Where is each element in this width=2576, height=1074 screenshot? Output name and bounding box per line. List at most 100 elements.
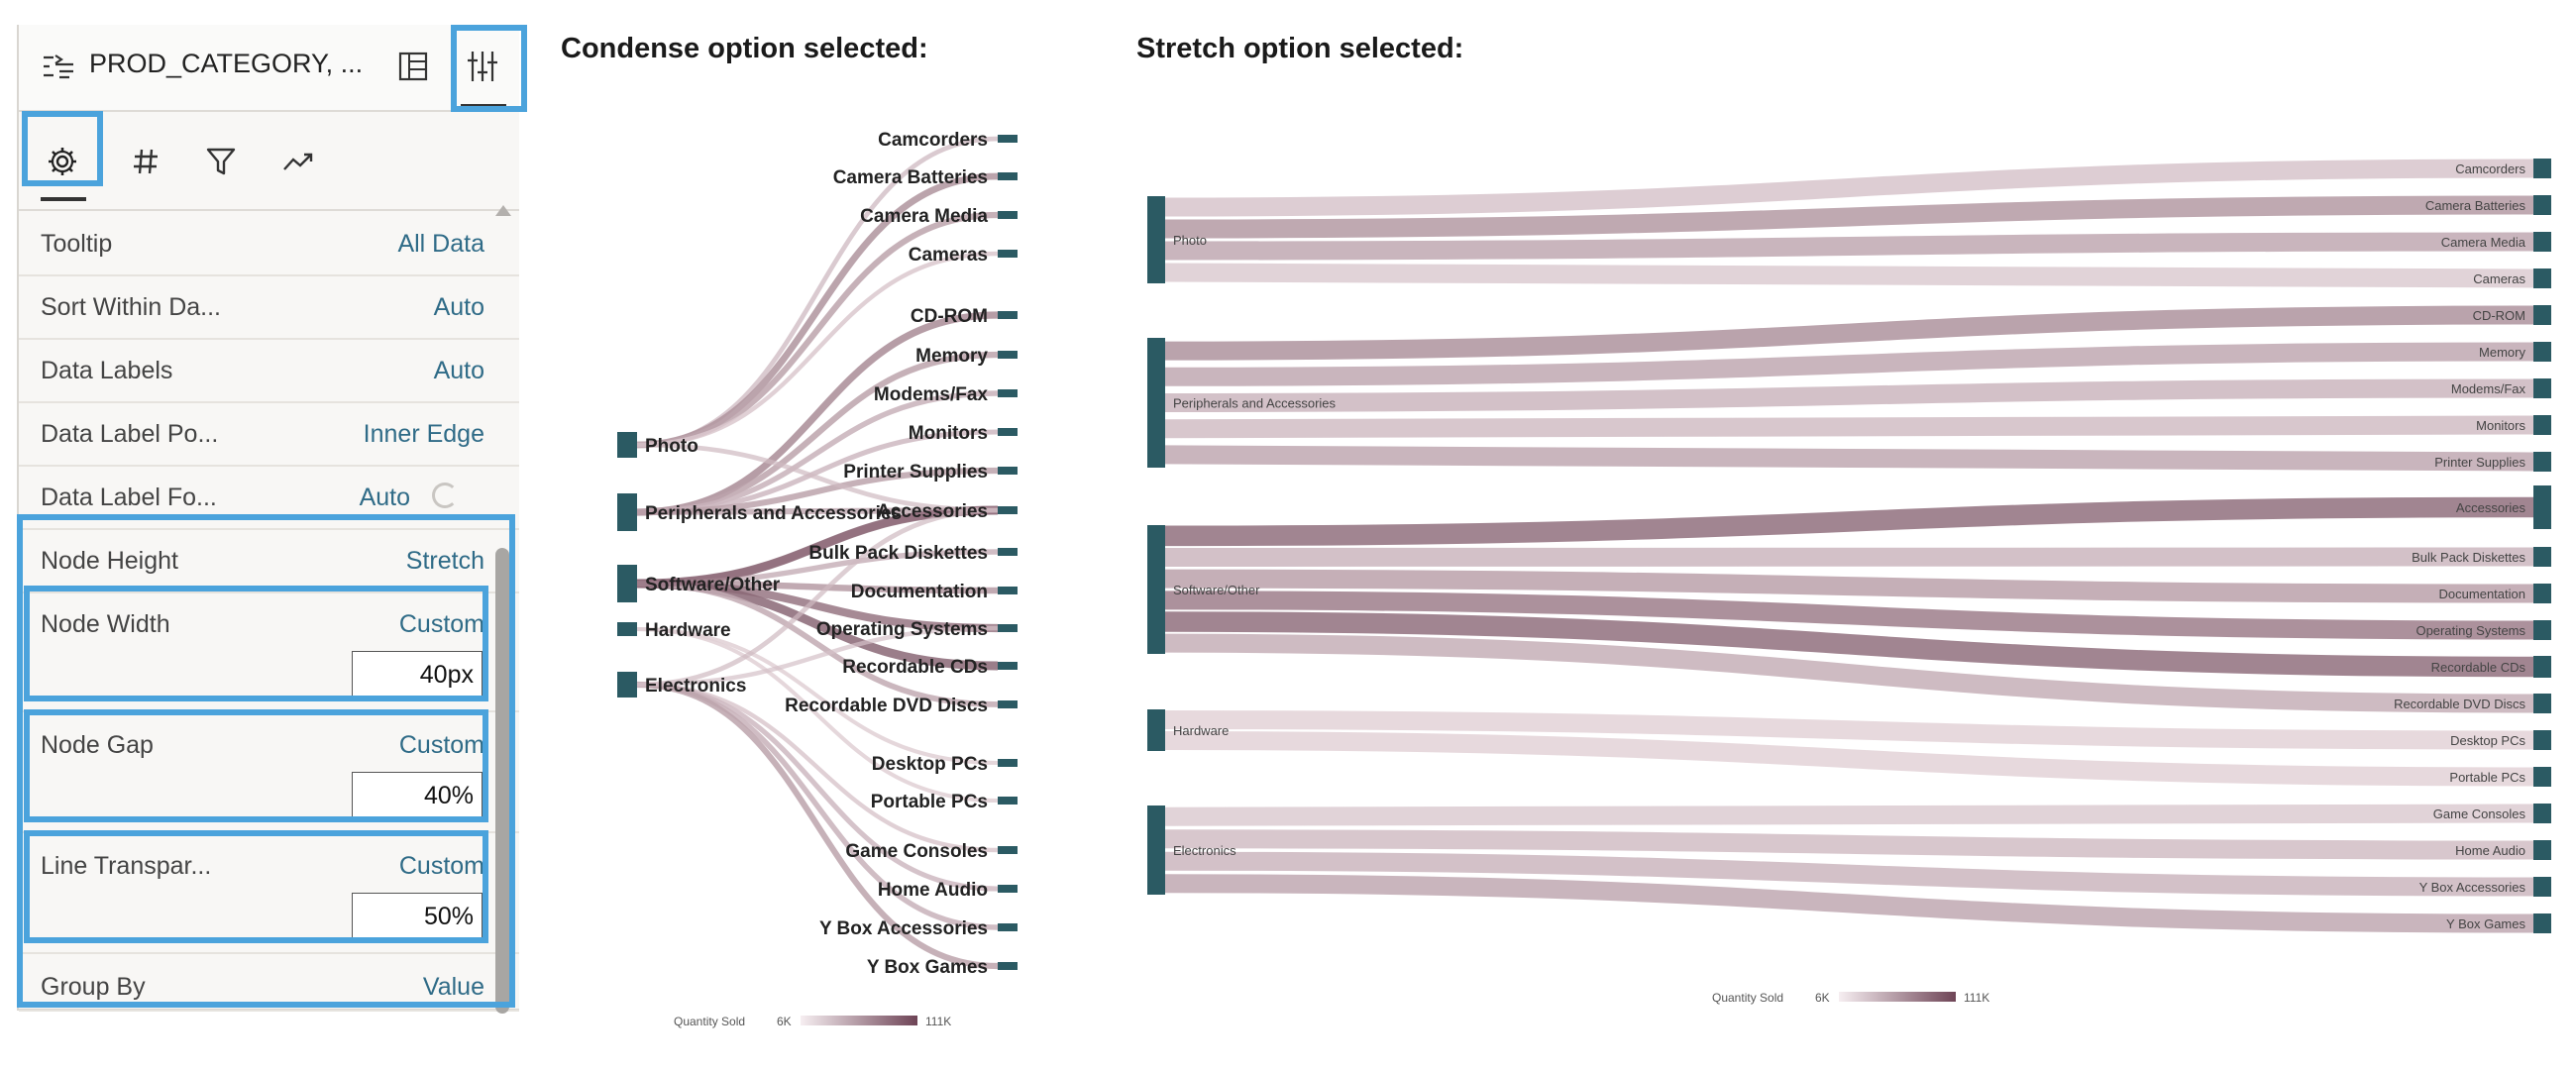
condense-target-node[interactable] bbox=[998, 759, 1018, 767]
scroll-up-arrow[interactable] bbox=[495, 205, 511, 216]
condense-target-node[interactable] bbox=[998, 389, 1018, 397]
property-row[interactable]: Sort Within Da... Auto bbox=[19, 276, 519, 340]
stretch-target-node[interactable] bbox=[2533, 877, 2551, 897]
condense-target-node[interactable] bbox=[998, 506, 1018, 514]
legend-gradient bbox=[1839, 992, 1956, 1002]
condense-source-node[interactable] bbox=[617, 622, 637, 636]
stretch-target-label: Portable PCs bbox=[2449, 770, 2525, 785]
condense-target-node[interactable] bbox=[998, 587, 1018, 594]
condense-target-node[interactable] bbox=[998, 846, 1018, 854]
condense-link bbox=[636, 442, 999, 513]
stretch-target-node[interactable] bbox=[2533, 452, 2551, 472]
stretch-source-node[interactable] bbox=[1147, 525, 1165, 654]
stretch-target-node[interactable] bbox=[2533, 694, 2551, 713]
condense-source-node[interactable] bbox=[617, 493, 637, 531]
stretch-target-node[interactable] bbox=[2533, 804, 2551, 823]
layout-icon[interactable] bbox=[393, 47, 433, 86]
trend-icon[interactable] bbox=[276, 140, 320, 183]
stretch-target-node[interactable] bbox=[2533, 415, 2551, 435]
stretch-target-node[interactable] bbox=[2533, 913, 2551, 933]
stretch-target-label: Home Audio bbox=[2455, 843, 2525, 858]
property-row[interactable]: Line Transpar... Custom bbox=[19, 835, 519, 954]
property-row[interactable]: Node Height Stretch bbox=[19, 530, 519, 593]
condense-target-node[interactable] bbox=[998, 700, 1018, 708]
stretch-link bbox=[1164, 633, 2534, 713]
condense-target-node[interactable] bbox=[998, 962, 1018, 970]
stretch-target-node[interactable] bbox=[2533, 730, 2551, 750]
condense-target-node[interactable] bbox=[998, 885, 1018, 893]
condense-target-node[interactable] bbox=[998, 548, 1018, 556]
condense-source-node[interactable] bbox=[617, 432, 637, 458]
property-row[interactable]: Tooltip All Data bbox=[19, 213, 519, 276]
stretch-target-node[interactable] bbox=[2533, 620, 2551, 640]
stretch-source-node[interactable] bbox=[1147, 806, 1165, 895]
stretch-target-node[interactable] bbox=[2533, 656, 2551, 678]
condense-target-node[interactable] bbox=[998, 662, 1018, 670]
property-value-dropdown[interactable]: Custom bbox=[398, 610, 484, 638]
property-value-input[interactable] bbox=[352, 772, 483, 819]
condense-target-node[interactable] bbox=[998, 172, 1018, 180]
property-value-dropdown[interactable]: All Data bbox=[397, 230, 484, 258]
condense-target-node[interactable] bbox=[998, 467, 1018, 475]
condense-source-label: Electronics bbox=[645, 676, 746, 697]
property-value-dropdown[interactable]: Auto bbox=[433, 357, 484, 384]
condense-target-node[interactable] bbox=[998, 211, 1018, 219]
stretch-link bbox=[1164, 445, 2534, 472]
property-row[interactable]: Data Labels Auto bbox=[19, 340, 519, 403]
property-value-dropdown[interactable]: Stretch bbox=[405, 547, 484, 575]
property-value-dropdown[interactable]: Inner Edge bbox=[363, 420, 484, 448]
stretch-target-node[interactable] bbox=[2533, 378, 2551, 398]
stretch-target-node[interactable] bbox=[2533, 342, 2551, 362]
property-row[interactable]: Data Label Fo... Auto bbox=[19, 467, 519, 530]
stretch-link bbox=[1164, 829, 2534, 860]
legend-title: Quantity Sold bbox=[1712, 991, 1783, 1005]
stretch-target-node[interactable] bbox=[2533, 268, 2551, 288]
condense-source-label: Software/Other bbox=[645, 575, 781, 595]
stretch-target-node[interactable] bbox=[2533, 159, 2551, 178]
condense-target-node[interactable] bbox=[998, 428, 1018, 436]
properties-icon[interactable] bbox=[463, 43, 502, 90]
stretch-target-node[interactable] bbox=[2533, 232, 2551, 252]
stretch-target-node[interactable] bbox=[2533, 840, 2551, 860]
scrollbar-thumb[interactable] bbox=[495, 548, 509, 1014]
condense-target-node[interactable] bbox=[998, 135, 1018, 143]
property-value-dropdown[interactable]: Auto bbox=[359, 483, 410, 511]
property-value-input[interactable] bbox=[352, 893, 483, 940]
filter-icon[interactable] bbox=[199, 140, 243, 183]
condense-source-node[interactable] bbox=[617, 672, 637, 698]
stretch-link bbox=[1164, 496, 2534, 547]
reset-icon[interactable] bbox=[432, 483, 458, 508]
property-row[interactable]: Data Label Po... Inner Edge bbox=[19, 403, 519, 467]
condense-source-node[interactable] bbox=[617, 565, 637, 602]
stretch-target-label: Memory bbox=[2479, 345, 2525, 360]
stretch-target-node[interactable] bbox=[2533, 195, 2551, 215]
property-label: Data Labels bbox=[41, 357, 173, 384]
property-value-dropdown[interactable]: Custom bbox=[398, 731, 484, 759]
properties-tabs bbox=[19, 112, 519, 211]
condense-target-node[interactable] bbox=[998, 311, 1018, 319]
property-row[interactable]: Group By Value bbox=[19, 956, 519, 1012]
condense-link bbox=[636, 506, 999, 588]
condense-target-node[interactable] bbox=[998, 250, 1018, 258]
condense-target-node[interactable] bbox=[998, 797, 1018, 805]
stretch-target-label: Bulk Pack Diskettes bbox=[2412, 550, 2525, 565]
property-value-dropdown[interactable]: Custom bbox=[398, 852, 484, 880]
stretch-target-node[interactable] bbox=[2533, 547, 2551, 567]
stretch-source-node[interactable] bbox=[1147, 196, 1165, 283]
stretch-source-node[interactable] bbox=[1147, 338, 1165, 468]
property-label: Node Height bbox=[41, 547, 178, 575]
stretch-target-node[interactable] bbox=[2533, 767, 2551, 787]
condense-target-node[interactable] bbox=[998, 923, 1018, 931]
property-value-dropdown[interactable]: Value bbox=[422, 973, 484, 1001]
settings-icon[interactable] bbox=[41, 140, 84, 183]
hash-icon[interactable] bbox=[124, 140, 167, 183]
stretch-target-node[interactable] bbox=[2533, 305, 2551, 325]
property-value-dropdown[interactable]: Auto bbox=[433, 293, 484, 321]
grammar-icon[interactable] bbox=[41, 49, 76, 84]
condense-target-node[interactable] bbox=[998, 624, 1018, 632]
condense-target-node[interactable] bbox=[998, 351, 1018, 359]
stretch-source-node[interactable] bbox=[1147, 709, 1165, 751]
stretch-target-node[interactable] bbox=[2533, 485, 2551, 529]
stretch-target-label: Recordable DVD Discs bbox=[2394, 697, 2525, 711]
stretch-target-node[interactable] bbox=[2533, 584, 2551, 603]
